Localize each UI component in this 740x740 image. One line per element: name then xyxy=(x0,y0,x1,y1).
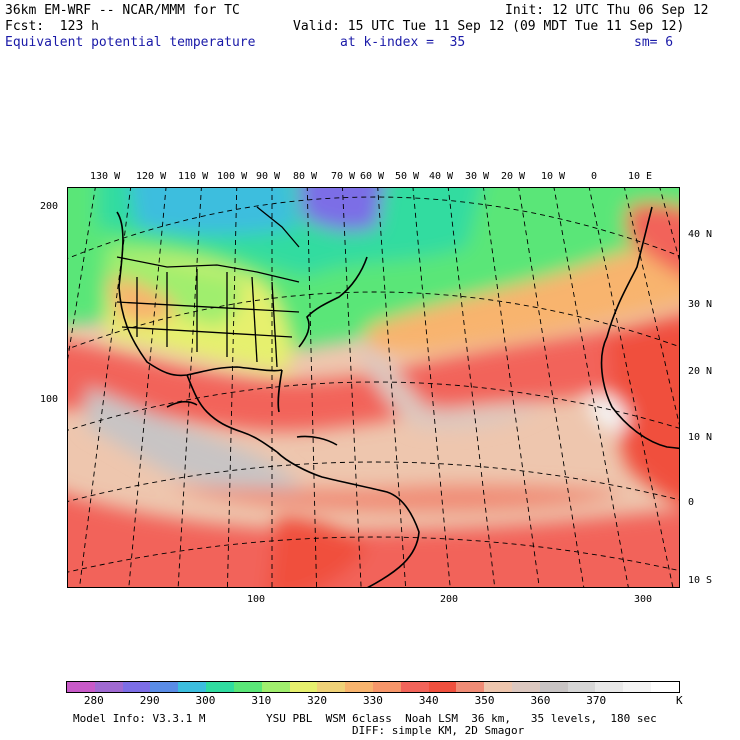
colorbar-swatch xyxy=(289,682,318,692)
colorbar-swatch xyxy=(345,682,373,692)
colorbar-swatch xyxy=(595,682,624,692)
colorbar-swatch xyxy=(484,682,512,692)
longitude-label: 10 E xyxy=(628,171,653,182)
longitude-label: 120 W xyxy=(136,171,167,182)
level-index: at k-index = 35 xyxy=(340,35,466,50)
longitude-label: 110 W xyxy=(178,171,209,182)
latitude-label: 10 N xyxy=(688,432,713,443)
left-tick-label: 100 xyxy=(40,394,59,405)
red-africa xyxy=(607,320,680,506)
coastlines xyxy=(116,206,680,588)
cyan-patch xyxy=(130,187,297,235)
forecast-hour: Fcst: 123 h xyxy=(5,19,99,34)
valid-time: Valid: 15 UTC Tue 11 Sep 12 (09 MDT Tue … xyxy=(293,19,685,34)
longitude-label: 70 W xyxy=(331,171,356,182)
latitude-label: 20 N xyxy=(688,366,713,377)
gray-caribbean xyxy=(87,387,317,507)
colorbar-unit: K xyxy=(676,694,683,707)
longitude-label: 130 W xyxy=(90,171,121,182)
model-title: 36km EM-WRF -- NCAR/MMM for TC xyxy=(5,3,240,18)
colorbar-label: 340 xyxy=(418,694,439,707)
boundaries xyxy=(116,206,300,368)
left-tick-label: 200 xyxy=(40,201,59,212)
longitude-label: 10 W xyxy=(541,171,566,182)
colorbar-label: 370 xyxy=(586,694,607,707)
colorbar-label: 310 xyxy=(251,694,272,707)
colorbar-label: 300 xyxy=(195,694,216,707)
red-belt xyxy=(67,313,680,432)
colorbar-label: 360 xyxy=(530,694,551,707)
colorbar-swatch xyxy=(122,682,151,692)
bottom-tick-label: 300 xyxy=(634,594,653,605)
colorbar-swatch xyxy=(233,682,262,692)
longitude-label: 80 W xyxy=(293,171,318,182)
colorbar-swatch xyxy=(206,682,234,692)
longitude-label: 0 xyxy=(591,171,598,182)
graticule xyxy=(67,187,680,588)
colorbar-swatch xyxy=(372,682,401,692)
bottom-tick-label: 100 xyxy=(247,594,266,605)
red-iberia xyxy=(627,202,680,276)
colorbar-label: 350 xyxy=(474,694,495,707)
bottom-tick-label: 200 xyxy=(440,594,459,605)
orange-ridge xyxy=(367,235,680,353)
salmon-equatorial xyxy=(167,484,627,512)
latitude-label: 40 N xyxy=(688,229,713,240)
colorbar-swatch xyxy=(261,682,290,692)
colorbar-label: 320 xyxy=(307,694,328,707)
red-southamerica xyxy=(268,517,367,588)
colorbar xyxy=(66,681,680,693)
colorbar-label: 290 xyxy=(139,694,160,707)
colorbar-swatch xyxy=(317,682,346,692)
field-name: Equivalent potential temperature xyxy=(5,35,256,50)
gray-atlantic xyxy=(357,337,547,429)
colorbar-label: 330 xyxy=(363,694,383,707)
colorbar-swatch xyxy=(456,682,485,692)
longitude-label: 50 W xyxy=(395,171,420,182)
longitude-label: 60 W xyxy=(360,171,385,182)
colorbar-label: 280 xyxy=(83,694,104,707)
white-sahara xyxy=(587,396,628,431)
colorbar-swatch xyxy=(400,682,429,692)
colorbar-swatch xyxy=(623,682,652,692)
colorbar-swatch xyxy=(428,682,457,692)
colorbar-swatch xyxy=(67,682,95,692)
physics-info: YSU PBL WSM 6class Noah LSM 36 km, 35 le… xyxy=(266,712,657,725)
theta-e-map xyxy=(67,187,680,588)
latitude-label: 30 N xyxy=(688,299,713,310)
latitude-label: 0 xyxy=(688,497,695,508)
purple-patch xyxy=(299,187,384,232)
longitude-label: 30 W xyxy=(465,171,490,182)
colorbar-swatch xyxy=(178,682,207,692)
init-time: Init: 12 UTC Thu 06 Sep 12 xyxy=(505,3,709,18)
longitude-label: 40 W xyxy=(429,171,454,182)
colorbar-swatch xyxy=(539,682,568,692)
diffusion-info: DIFF: simple KM, 2D Smagor xyxy=(352,724,525,737)
smoothing: sm= 6 xyxy=(634,35,674,50)
colorbar-swatch xyxy=(512,682,540,692)
colorbar-swatch xyxy=(150,682,179,692)
colorbar-swatch xyxy=(94,682,123,692)
colorbar-swatch xyxy=(567,682,596,692)
longitude-label: 20 W xyxy=(501,171,526,182)
red-equatorial xyxy=(67,493,680,588)
model-info: Model Info: V3.3.1 M xyxy=(73,712,206,725)
orange-rockies xyxy=(107,277,177,324)
longitude-label: 90 W xyxy=(256,171,281,182)
longitude-label: 100 W xyxy=(217,171,248,182)
colorbar-swatch xyxy=(651,682,679,692)
latitude-label: 10 S xyxy=(688,575,713,586)
